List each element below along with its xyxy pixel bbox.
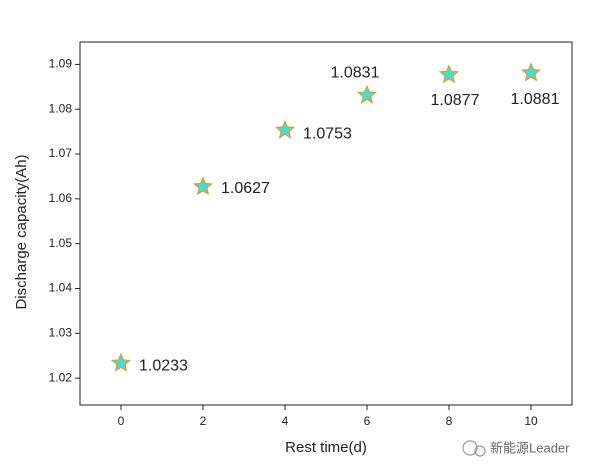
y-tick-label: 1.03 <box>49 325 73 339</box>
plot-frame <box>79 41 573 406</box>
y-tick-label: 1.06 <box>49 191 73 205</box>
data-point <box>110 352 132 372</box>
watermark: 新能源Leader <box>490 440 570 455</box>
data-label: 1.0753 <box>303 126 352 143</box>
y-tick-label: 1.02 <box>49 370 73 384</box>
data-point <box>274 119 296 139</box>
x-tick-label: 10 <box>524 414 538 428</box>
y-tick-label: 1.05 <box>49 236 73 250</box>
data-point <box>192 176 214 196</box>
y-tick-label: 1.04 <box>49 281 73 295</box>
x-axis-title: Rest time(d) <box>285 439 367 456</box>
watermark-icon <box>462 440 486 457</box>
x-tick-label: 8 <box>446 414 453 428</box>
x-tick-label: 0 <box>118 414 125 428</box>
data-label: 1.0233 <box>139 358 188 375</box>
x-tick-label: 2 <box>200 414 207 428</box>
data-point <box>438 64 460 84</box>
y-tick-label: 1.09 <box>49 57 73 71</box>
x-tick-label: 6 <box>364 414 371 428</box>
data-point <box>356 84 378 104</box>
y-tick-label: 1.08 <box>49 101 73 115</box>
y-axis-title: Discharge capacity(Ah) <box>13 154 30 309</box>
data-label: 1.0881 <box>511 91 560 108</box>
x-tick-label: 4 <box>282 414 289 428</box>
data-point <box>520 62 542 82</box>
data-label: 1.0627 <box>221 180 270 197</box>
data-label: 1.0831 <box>331 65 380 82</box>
y-tick-label: 1.07 <box>49 146 73 160</box>
data-label: 1.0877 <box>431 92 480 109</box>
